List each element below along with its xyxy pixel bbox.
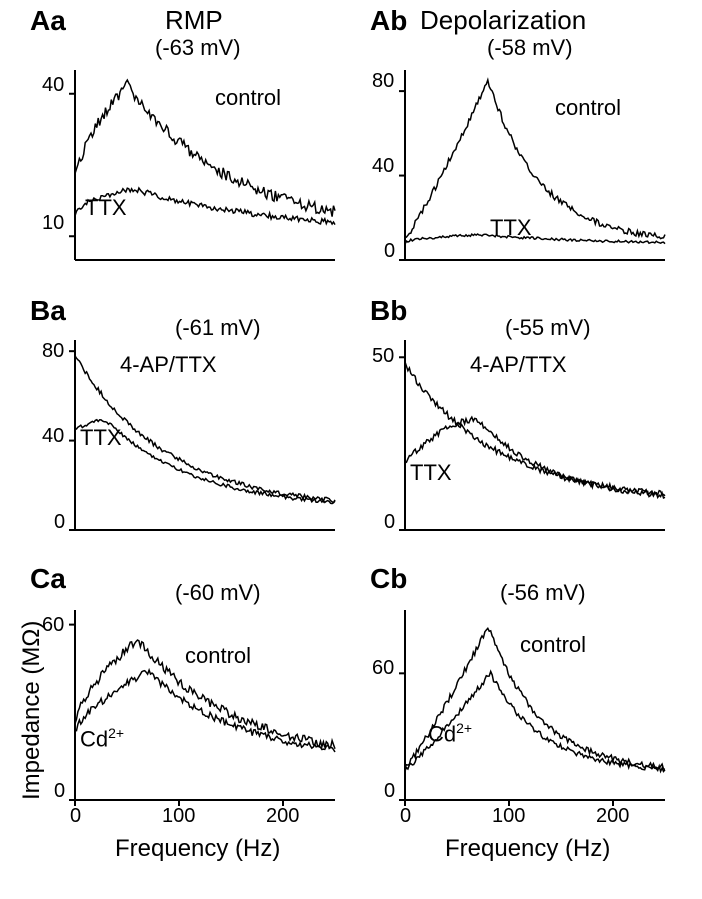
xtick-Ca-100: 100 (162, 805, 195, 828)
condition-Cb: (-56 mV) (500, 580, 586, 606)
trace-label-Cb-cd: Cd2+ (428, 720, 472, 747)
trace-label-Cb-control: control (520, 632, 586, 658)
condition-Bb: (-55 mV) (505, 315, 591, 341)
panel-label-Aa: Aa (30, 5, 66, 37)
ytick-Cb-60: 60 (372, 657, 394, 680)
condition-Aa: (-63 mV) (155, 35, 241, 61)
trace-label-Ca-control: control (185, 643, 251, 669)
ytick-Bb-0: 0 (384, 511, 395, 534)
ytick-Aa-10: 10 (42, 212, 64, 235)
y-axis-title: Impedance (MΩ) (18, 621, 46, 800)
plot-Ca (75, 610, 335, 800)
figure-root: RMP Depolarization Aa (-63 mV) control T… (0, 0, 702, 899)
trace-label-Ba-4ap: 4-AP/TTX (120, 352, 217, 378)
panel-label-Ab: Ab (370, 5, 407, 37)
col-heading-right: Depolarization (420, 5, 586, 36)
ytick-Bb-50: 50 (372, 345, 394, 368)
ytick-Ba-80: 80 (42, 340, 64, 363)
trace-label-Ba-ttx: TTX (80, 425, 122, 451)
x-axis-title-left: Frequency (Hz) (115, 835, 280, 863)
ytick-Ab-0: 0 (384, 240, 395, 263)
ytick-Cb-0: 0 (384, 780, 395, 803)
col-heading-left: RMP (165, 5, 223, 36)
xtick-Cb-200: 200 (596, 805, 629, 828)
trace-label-Aa-ttx: TTX (85, 195, 127, 221)
panel-label-Cb: Cb (370, 563, 407, 595)
xtick-Cb-100: 100 (492, 805, 525, 828)
trace-label-Aa-control: control (215, 85, 281, 111)
ytick-Ba-40: 40 (42, 425, 64, 448)
ytick-Ab-40: 40 (372, 155, 394, 178)
panel-label-Ca: Ca (30, 563, 66, 595)
condition-Ab: (-58 mV) (487, 35, 573, 61)
trace-label-Ab-ttx: TTX (490, 215, 532, 241)
trace-label-Bb-4ap: 4-AP/TTX (470, 352, 567, 378)
panel-label-Bb: Bb (370, 295, 407, 327)
panel-label-Ba: Ba (30, 295, 66, 327)
ytick-Ab-80: 80 (372, 70, 394, 93)
trace-label-Ca-cd: Cd2+ (80, 725, 124, 752)
ytick-Ba-0: 0 (54, 511, 65, 534)
ytick-Aa-40: 40 (42, 74, 64, 97)
condition-Ca: (-60 mV) (175, 580, 261, 606)
xtick-Ca-0: 0 (70, 805, 81, 828)
plot-Ab (405, 70, 665, 260)
condition-Ba: (-61 mV) (175, 315, 261, 341)
x-axis-title-right: Frequency (Hz) (445, 835, 610, 863)
trace-label-Ab-control: control (555, 95, 621, 121)
trace-label-Bb-ttx: TTX (410, 460, 452, 486)
plot-Aa (75, 70, 335, 260)
ytick-Ca-0: 0 (54, 780, 65, 803)
xtick-Cb-0: 0 (400, 805, 411, 828)
xtick-Ca-200: 200 (266, 805, 299, 828)
